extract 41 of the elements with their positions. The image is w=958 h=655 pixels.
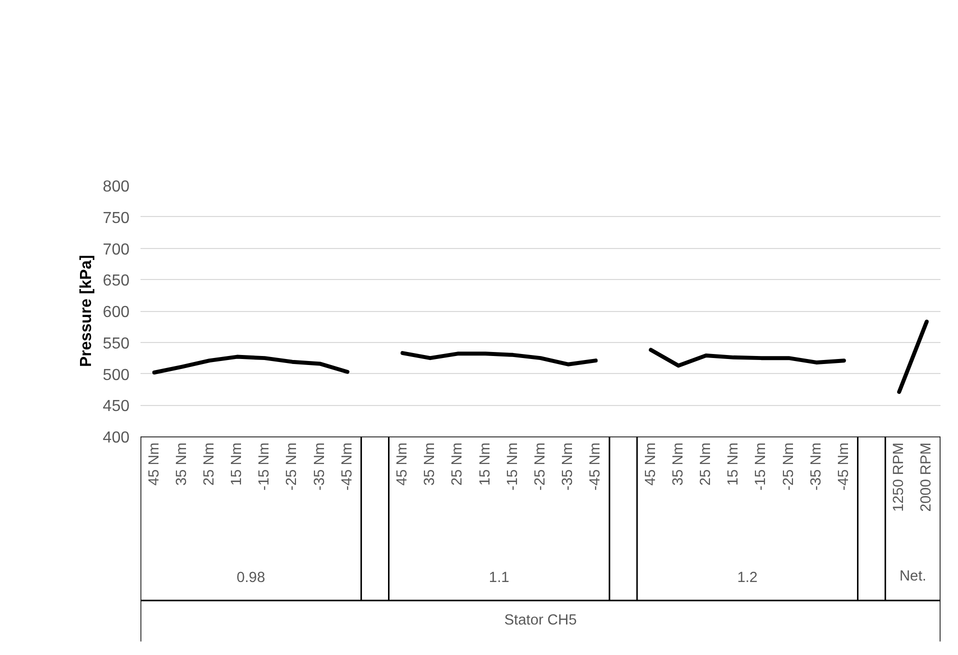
x-tick-label: 25 Nm (698, 442, 714, 486)
x-tick-label: -25 Nm (780, 442, 797, 491)
x-tick-label: -15 Nm (753, 442, 770, 491)
text: Net. (899, 568, 926, 584)
x-tick-label: 25 Nm (201, 442, 218, 486)
x-tick-label: 2000 RPM (918, 442, 935, 512)
text: 0.98 (236, 570, 266, 586)
x-tick-label: -45 Nm (339, 442, 356, 491)
text: Stator CH5 (504, 612, 577, 628)
y-tick-label: 400 (102, 430, 130, 446)
x-tick-label: 15 Nm (477, 442, 494, 486)
y-axis-title: Pressure [kPa] (78, 254, 95, 368)
x-tick-label: -45 Nm (588, 442, 604, 491)
y-tick-label: 750 (102, 210, 130, 227)
x-tick-label: 45 Nm (642, 442, 659, 486)
x-tick-label: 15 Nm (726, 442, 742, 486)
x-tick-label: -45 Nm (836, 442, 852, 491)
x-tick-label: 35 Nm (174, 442, 190, 486)
x-tick-label: 15 Nm (229, 442, 246, 486)
x-tick-label: -35 Nm (560, 442, 576, 491)
x-tick-label: 45 Nm (146, 442, 162, 486)
x-tick-label: -35 Nm (808, 442, 824, 491)
x-tick-label: -25 Nm (284, 442, 300, 491)
y-tick-label: 500 (102, 366, 130, 384)
x-tick-label: -15 Nm (256, 442, 273, 491)
y-tick-label: 600 (102, 304, 130, 321)
x-tick-label: 35 Nm (422, 442, 438, 486)
x-tick-label: -35 Nm (312, 442, 328, 491)
text: 1.1 (488, 570, 510, 586)
y-tick-label: 700 (102, 241, 130, 258)
y-tick-label: 650 (102, 272, 130, 290)
x-tick-label: 1250 RPM (891, 442, 908, 512)
x-tick-label: 45 Nm (394, 442, 411, 486)
x-tick-label: 25 Nm (450, 442, 466, 486)
y-tick-label: 450 (102, 398, 130, 416)
x-tick-label: -25 Nm (532, 442, 548, 491)
text: 1.2 (737, 570, 758, 586)
y-tick-label: 550 (102, 335, 130, 352)
x-tick-label: -15 Nm (504, 442, 521, 491)
x-tick-label: 35 Nm (670, 442, 686, 486)
y-tick-label: 800 (102, 178, 130, 196)
